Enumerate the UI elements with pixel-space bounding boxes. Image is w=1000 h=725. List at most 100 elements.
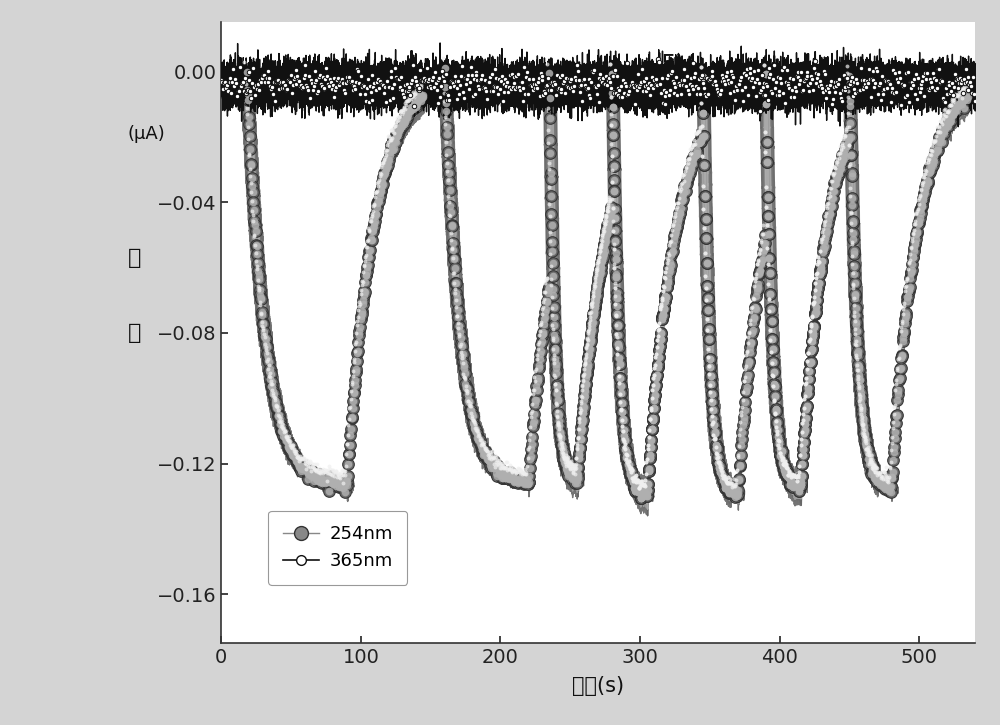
Point [697,247,713,259]
Point [554,439,570,451]
Point [651,351,667,362]
Point [495,459,511,471]
Point [608,253,624,265]
Point [542,226,558,238]
Point [618,451,634,463]
Point [712,465,728,477]
Point [652,301,668,312]
Point [720,477,736,489]
Point [868,469,884,481]
Point [607,299,623,310]
Point [592,269,608,281]
Point [244,195,260,207]
Point [847,277,863,289]
Point [607,235,623,247]
Point [580,352,596,364]
Point [398,95,414,107]
Point [903,266,919,278]
Point [738,349,754,360]
Point [794,418,810,429]
Point [606,244,622,255]
Point [715,472,731,484]
Point [540,284,556,296]
Point [719,482,735,494]
Point [712,460,728,471]
Point [615,433,631,444]
Point [845,217,861,228]
Point [650,361,666,373]
Point [371,175,387,186]
Point [263,369,279,381]
Point [368,208,384,220]
Point [909,228,925,239]
Point [836,149,852,161]
Point [587,297,603,309]
Point [397,116,413,128]
Point [767,390,783,402]
Point [858,434,874,446]
Point [607,282,623,294]
Point [675,194,691,205]
Point [822,208,838,220]
Point [847,277,863,289]
Point [853,387,869,399]
Point [802,334,818,345]
Point [824,192,840,204]
Point [658,291,674,302]
Point [834,149,850,161]
Point [828,157,844,168]
Point [414,90,430,102]
Point [265,389,281,400]
Point [388,116,404,128]
Point [319,476,335,487]
Point [847,289,863,300]
Point [625,473,641,485]
Point [776,460,792,471]
Point [299,467,315,479]
Point [710,456,726,468]
Point [570,468,586,480]
Point [605,129,621,141]
Point [707,426,723,438]
Point [634,486,650,497]
Point [940,120,956,131]
Point [387,133,403,144]
Point [843,131,859,143]
Text: 电: 电 [128,248,141,268]
Point [257,332,273,344]
Point [957,78,973,89]
Point [641,465,657,477]
Point [551,429,567,441]
Point [847,328,863,339]
Point [853,407,869,419]
Point [394,120,410,131]
Point [547,353,563,365]
Point [682,163,698,175]
Point [651,344,667,356]
Point [580,334,596,345]
Point [679,178,695,189]
Point [696,160,712,171]
Point [567,477,583,489]
Point [790,471,806,483]
Point [630,476,646,487]
Point [249,249,265,260]
Point [546,312,562,323]
Point [952,98,968,109]
Point [763,303,779,315]
Point [684,153,700,165]
Point [696,223,712,234]
Point [480,454,496,465]
Point [445,237,461,249]
Point [354,275,370,286]
Point [483,453,499,465]
Point [798,378,814,389]
Point [531,328,547,340]
Point [650,361,666,373]
Point [709,443,725,455]
Point [447,262,463,273]
Point [765,356,781,368]
Point [563,458,579,470]
Point [770,434,786,446]
Point [784,476,800,488]
